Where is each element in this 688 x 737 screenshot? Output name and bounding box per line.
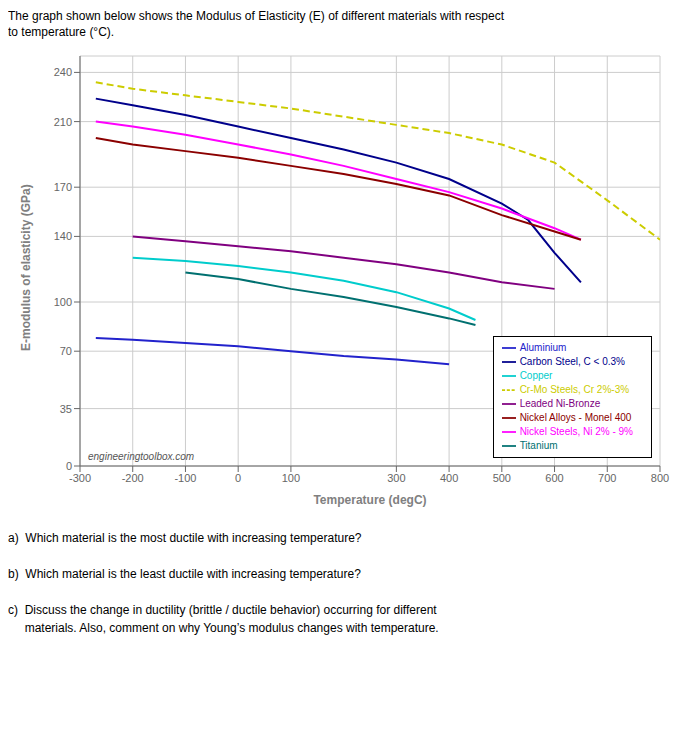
html-text:a) Which material is the most: a) Which material is the most ductile wi… bbox=[8, 531, 362, 545]
svg-text:170: 170 bbox=[54, 181, 72, 193]
svg-text:400: 400 bbox=[440, 472, 458, 484]
svg-text:500: 500 bbox=[493, 472, 511, 484]
svg-text:100: 100 bbox=[282, 472, 300, 484]
html-text:Leaded Ni-Bronze: Leaded Ni-Bronze bbox=[519, 397, 601, 409]
svg-text:0: 0 bbox=[66, 460, 72, 472]
svg-text:240: 240 bbox=[54, 66, 72, 78]
html-text:Copper: Copper bbox=[519, 369, 553, 381]
html-text:Cr-Mo Steels, Cr 2%-3%: Cr-Mo Steels, Cr 2%-3% bbox=[519, 383, 630, 395]
html-text:Nickel Steels, Ni 2% - 9%: Nickel Steels, Ni 2% - 9% bbox=[519, 425, 633, 437]
svg-text:35: 35 bbox=[60, 403, 72, 415]
html-text:Titanium: Titanium bbox=[519, 439, 558, 451]
svg-text:800: 800 bbox=[651, 472, 669, 484]
html-text:The graph shown below shows th: The graph shown below shows the Modulus … bbox=[8, 9, 504, 23]
svg-text:engineeringtoolbox.com: engineeringtoolbox.com bbox=[88, 451, 194, 462]
svg-text:300: 300 bbox=[387, 472, 405, 484]
svg-text:600: 600 bbox=[545, 472, 563, 484]
svg-text:100: 100 bbox=[54, 296, 72, 308]
html-text:Aluminium: Aluminium bbox=[519, 341, 567, 353]
html-text:to temperature (°C).: to temperature (°C). bbox=[8, 25, 115, 39]
svg-text:700: 700 bbox=[598, 472, 616, 484]
html-text:c) Discuss the change in ducti: c) Discuss the change in ductility (brit… bbox=[8, 603, 437, 617]
svg-text:210: 210 bbox=[54, 116, 72, 128]
svg-text:Temperature (degC): Temperature (degC) bbox=[313, 493, 426, 507]
svg-text:-200: -200 bbox=[122, 472, 144, 484]
svg-text:-300: -300 bbox=[69, 472, 91, 484]
html-text:Carbon Steel, C < 0.3%: Carbon Steel, C < 0.3% bbox=[519, 355, 625, 367]
svg-text:E-modulus of elasticity (GPa): E-modulus of elasticity (GPa) bbox=[19, 184, 33, 351]
html-text:materials. Also, comment on wh: materials. Also, comment on why Young’s … bbox=[8, 621, 439, 635]
html-text:Nickel Alloys - Monel 400: Nickel Alloys - Monel 400 bbox=[519, 411, 632, 423]
svg-text:140: 140 bbox=[54, 230, 72, 242]
svg-text:0: 0 bbox=[235, 472, 241, 484]
html-text:b) Which material is the least: b) Which material is the least ductile w… bbox=[8, 567, 361, 581]
svg-text:70: 70 bbox=[60, 345, 72, 357]
svg-text:-100: -100 bbox=[174, 472, 196, 484]
